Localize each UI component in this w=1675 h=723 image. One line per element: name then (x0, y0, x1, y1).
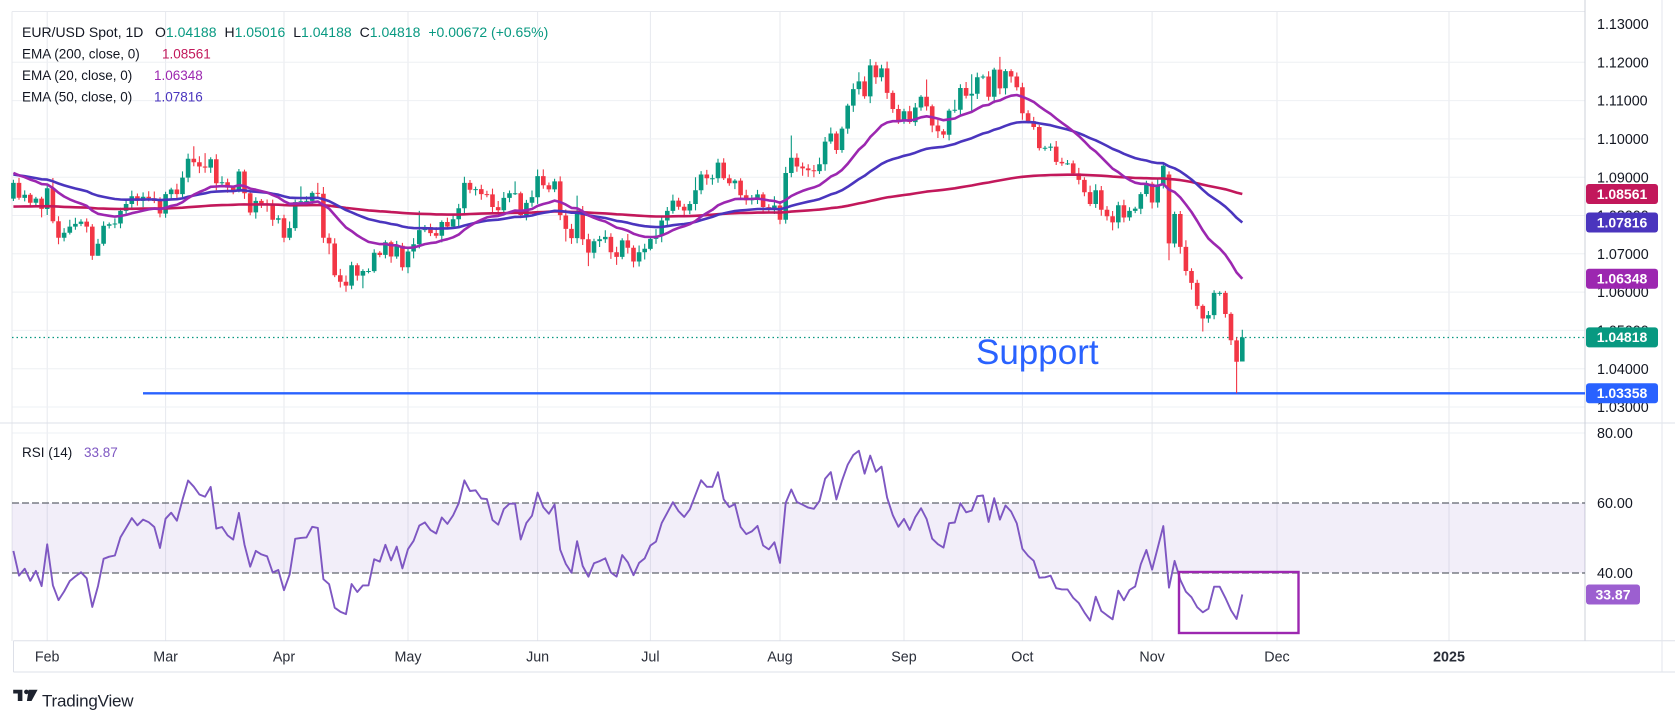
svg-text:Dec: Dec (1264, 650, 1289, 666)
svg-text:2025: 2025 (1433, 650, 1465, 666)
svg-text:1.08561: 1.08561 (162, 47, 211, 62)
svg-text:1.07816: 1.07816 (1597, 214, 1648, 230)
svg-text:Jun: Jun (526, 650, 549, 666)
svg-text:Aug: Aug (767, 650, 792, 666)
svg-text:1.13000: 1.13000 (1597, 17, 1649, 33)
svg-text:EMA (20, close, 0): EMA (20, close, 0) (22, 68, 132, 83)
svg-text:1.03000: 1.03000 (1597, 400, 1649, 416)
svg-text:RSI (14): RSI (14) (22, 445, 72, 460)
svg-text:1.09000: 1.09000 (1597, 170, 1649, 186)
svg-text:EMA (50, close, 0): EMA (50, close, 0) (22, 90, 132, 105)
svg-text:1.04818: 1.04818 (1597, 329, 1648, 345)
svg-text:1.07000: 1.07000 (1597, 247, 1649, 263)
svg-text:1.06348: 1.06348 (154, 68, 203, 83)
svg-text:1.06348: 1.06348 (1597, 271, 1648, 287)
svg-text:1.08561: 1.08561 (1597, 186, 1648, 202)
svg-text:Mar: Mar (153, 650, 178, 666)
svg-text:1.07816: 1.07816 (154, 90, 203, 105)
svg-text:Nov: Nov (1139, 650, 1165, 666)
svg-text:1.12000: 1.12000 (1597, 55, 1649, 71)
svg-text:Jul: Jul (641, 650, 659, 666)
svg-text:Feb: Feb (35, 650, 60, 666)
svg-text:1.06000: 1.06000 (1597, 285, 1649, 301)
svg-text:May: May (394, 650, 422, 666)
svg-text:1.11000: 1.11000 (1597, 94, 1648, 110)
svg-text:1.03358: 1.03358 (1597, 385, 1648, 401)
svg-text:1.04000: 1.04000 (1597, 362, 1649, 378)
svg-text:EUR/USD Spot, 1D: EUR/USD Spot, 1D (22, 24, 143, 40)
svg-text:Apr: Apr (273, 650, 295, 666)
svg-text:Sep: Sep (891, 650, 916, 666)
svg-text:TradingView: TradingView (42, 692, 134, 711)
svg-text:33.87: 33.87 (1595, 586, 1630, 602)
svg-text:Support: Support (976, 333, 1099, 372)
svg-text:Oct: Oct (1011, 650, 1033, 666)
svg-text:1.10000: 1.10000 (1597, 132, 1649, 148)
svg-text:33.87: 33.87 (84, 445, 118, 460)
svg-text:EMA (200, close, 0): EMA (200, close, 0) (22, 47, 140, 62)
svg-text:80.00: 80.00 (1597, 426, 1633, 442)
svg-text:40.00: 40.00 (1597, 566, 1633, 582)
svg-text:60.00: 60.00 (1597, 496, 1633, 512)
